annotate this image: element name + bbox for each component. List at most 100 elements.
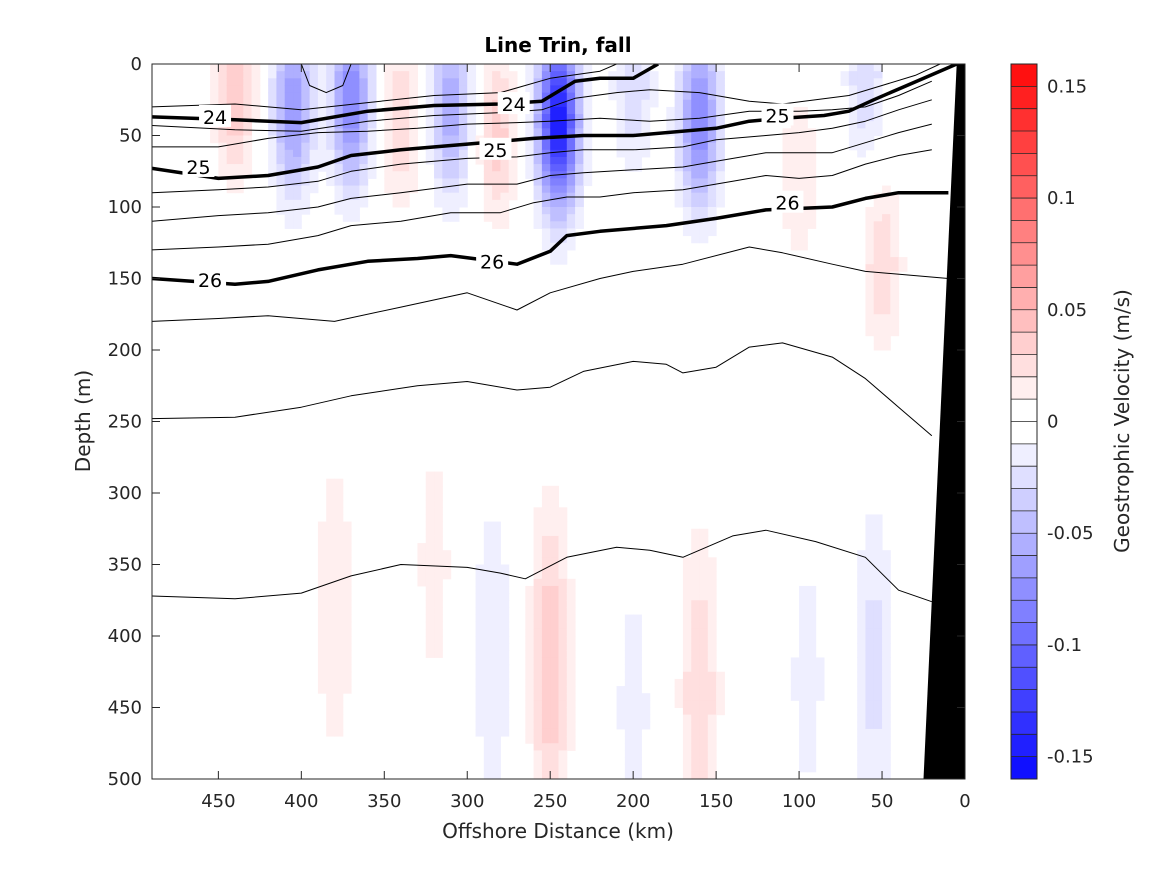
- velocity-cell: [326, 135, 336, 144]
- velocity-cell: [268, 99, 277, 108]
- velocity-cell: [251, 106, 261, 115]
- velocity-cell: [500, 607, 510, 616]
- velocity-cell: [442, 85, 452, 94]
- velocity-cell: [500, 578, 510, 587]
- velocity-cell: [492, 736, 501, 744]
- velocity-cell: [873, 521, 883, 530]
- velocity-cell: [608, 71, 618, 79]
- velocity-cell: [790, 214, 800, 222]
- velocity-cell: [682, 671, 692, 680]
- velocity-cell: [624, 92, 634, 101]
- velocity-cell: [691, 207, 701, 215]
- velocity-cell: [317, 164, 327, 172]
- velocity-cell: [309, 185, 319, 194]
- velocity-cell: [342, 686, 352, 694]
- velocity-cell: [566, 578, 576, 587]
- velocity-cell: [865, 235, 875, 244]
- velocity-cell: [492, 593, 501, 601]
- colorbar-swatch: [1011, 198, 1037, 221]
- velocity-cell: [550, 571, 559, 580]
- velocity-cell: [716, 192, 725, 201]
- colorbar-swatch: [1011, 376, 1037, 400]
- velocity-cell: [558, 185, 568, 194]
- velocity-cell: [865, 299, 875, 308]
- velocity-cell: [234, 185, 244, 194]
- velocity-cell: [882, 657, 891, 666]
- velocity-cell: [467, 78, 477, 86]
- velocity-cell: [268, 128, 277, 136]
- velocity-cell: [790, 693, 800, 701]
- velocity-cell: [583, 149, 593, 158]
- velocity-cell: [882, 264, 891, 272]
- velocity-cell: [334, 535, 344, 544]
- colorbar-swatch: [1011, 756, 1037, 780]
- velocity-cell: [550, 99, 559, 108]
- velocity-cell: [699, 121, 709, 129]
- velocity-cell: [807, 728, 817, 737]
- velocity-cell: [342, 92, 352, 101]
- velocity-cell: [890, 299, 900, 308]
- velocity-cell: [533, 578, 543, 587]
- velocity-cell: [533, 557, 543, 565]
- velocity-cell: [475, 700, 485, 708]
- velocity-cell: [392, 135, 402, 144]
- velocity-cell: [865, 278, 875, 287]
- velocity-cell: [334, 571, 344, 580]
- velocity-cell: [442, 550, 452, 558]
- velocity-cell: [782, 164, 792, 172]
- velocity-cell: [865, 328, 875, 337]
- velocity-cell: [541, 664, 551, 673]
- velocity-cell: [583, 156, 593, 165]
- velocity-cell: [533, 657, 543, 666]
- velocity-cell: [409, 99, 418, 108]
- velocity-cell: [633, 78, 642, 86]
- x-tick-label: 200: [616, 791, 650, 812]
- velocity-cell: [359, 71, 369, 79]
- velocity-cell: [359, 199, 369, 208]
- velocity-cell: [492, 571, 501, 580]
- velocity-cell: [558, 593, 568, 601]
- velocity-cell: [882, 671, 891, 680]
- velocity-cell: [492, 185, 501, 194]
- velocity-cell: [558, 550, 568, 558]
- velocity-cell: [434, 600, 443, 608]
- velocity-cell: [442, 121, 452, 129]
- colorbar-frame: [1010, 63, 1038, 780]
- velocity-cell: [342, 535, 352, 544]
- colorbar-swatch: [1011, 399, 1037, 422]
- velocity-cell: [442, 156, 452, 165]
- velocity-cell: [483, 578, 493, 587]
- velocity-cell: [865, 207, 875, 215]
- velocity-cell: [425, 593, 435, 601]
- velocity-cell: [301, 78, 311, 86]
- velocity-cell: [218, 71, 228, 79]
- velocity-cell: [865, 71, 875, 79]
- velocity-cell: [541, 164, 551, 172]
- velocity-cell: [284, 199, 294, 208]
- velocity-cell: [882, 628, 891, 637]
- velocity-cell: [790, 164, 800, 172]
- velocity-cell: [317, 621, 327, 630]
- velocity-cell: [873, 264, 883, 272]
- velocity-cell: [857, 700, 866, 708]
- velocity-cell: [525, 628, 535, 637]
- velocity-cell: [583, 71, 593, 79]
- velocity-cell: [533, 514, 543, 523]
- velocity-cell: [483, 192, 493, 201]
- velocity-cell: [541, 92, 551, 101]
- velocity-cell: [541, 500, 551, 508]
- velocity-cell: [450, 128, 460, 136]
- velocity-cell: [293, 199, 302, 208]
- velocity-cell: [284, 64, 294, 72]
- velocity-cell: [799, 700, 808, 708]
- velocity-cell: [317, 78, 327, 86]
- velocity-cell: [243, 71, 253, 79]
- velocity-cell: [857, 121, 866, 129]
- velocity-cell: [284, 92, 294, 101]
- velocity-cell: [575, 114, 584, 122]
- velocity-cell: [533, 621, 543, 630]
- velocity-cell: [276, 178, 286, 187]
- velocity-cell: [359, 178, 369, 187]
- velocity-cell: [492, 207, 501, 215]
- velocity-cell: [699, 564, 709, 573]
